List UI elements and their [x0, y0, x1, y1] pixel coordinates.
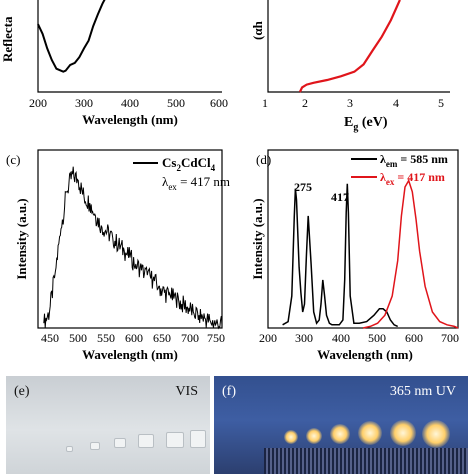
crystal-sample [190, 430, 206, 448]
panel-c-xlabel: Wavelength (nm) [82, 347, 178, 362]
panel-b-axes [267, 0, 450, 93]
panel-a-reflectance-curve [37, 0, 106, 73]
luminescent-crystal [284, 430, 298, 444]
photo-uv-light: (f) 365 nm UV [214, 376, 468, 474]
panel-d-tick-label: 300 [295, 331, 313, 345]
panel-d: (d) Intensity (a.u.) 275 417 λem = 585 n… [250, 149, 459, 362]
panel-f-letter: (f) [222, 384, 236, 399]
panel-d-legend-label-ex: λex = 417 nm [380, 170, 445, 187]
panel-b-tauc-curve [298, 0, 401, 93]
panel-a-tick-label: 200 [29, 96, 47, 110]
luminescent-crystal [330, 424, 350, 444]
luminescent-crystal [306, 428, 322, 444]
crystal-sample [90, 442, 100, 450]
panel-d-tick-label: 700 [441, 331, 459, 345]
panel-a-tick-label: 300 [75, 96, 93, 110]
crystal-sample [114, 438, 126, 448]
crystal-sample [66, 446, 73, 452]
panel-b-ylabel: (αh [250, 20, 265, 40]
panel-d-legend-label-em: λem = 585 nm [380, 152, 448, 169]
panel-c-frame [37, 149, 223, 329]
panel-c-tick-label: 650 [153, 331, 171, 345]
panel-d-ylabel: Intensity (a.u.) [250, 198, 265, 279]
panel-c-tick-label: 750 [207, 331, 225, 345]
panel-e-label: VIS [175, 384, 198, 399]
panel-d-peak-label: 417 [331, 190, 349, 204]
crystal-sample [166, 432, 184, 448]
panel-c-ylabel: Intensity (a.u.) [14, 198, 29, 279]
panel-b-xlabel: Eg (eV) [344, 115, 388, 133]
panel-c-legend-label: Cs2CdCl4 [162, 155, 216, 173]
panel-d-tick-label: 200 [259, 331, 277, 345]
panel-a-ylabel: Reflecta [0, 16, 15, 62]
panel-a-tick-label: 600 [210, 96, 228, 110]
panel-b-tick-label: 4 [393, 96, 399, 110]
panel-c-tick-label: 500 [69, 331, 87, 345]
panel-a: Reflecta 200 300 400 500 600 Wavelength … [0, 0, 228, 127]
photo-visible-light: (e) VIS [6, 376, 210, 474]
panel-c-emission-curve [43, 166, 223, 330]
panel-c-excitation-label: λex = 417 nm [162, 174, 230, 192]
panel-d-tick-label: 400 [332, 331, 350, 345]
luminescent-crystal [422, 420, 450, 448]
luminescent-crystal [358, 421, 382, 445]
panel-b: (αh 1 2 3 4 5 Eg (eV) [250, 0, 450, 133]
panel-b-tick-label: 3 [347, 96, 353, 110]
panel-d-excitation-curve [282, 183, 399, 328]
panel-d-letter: (d) [256, 152, 271, 167]
panel-c: (c) Intensity (a.u.) Cs2CdCl4 λex = 417 … [6, 149, 230, 362]
panel-c-tick-label: 550 [97, 331, 115, 345]
panel-c-tick-label: 450 [41, 331, 59, 345]
panel-b-tick-label: 5 [438, 96, 444, 110]
panel-a-tick-label: 400 [121, 96, 139, 110]
sample-holder [264, 448, 468, 474]
panel-d-tick-label: 500 [368, 331, 386, 345]
panel-a-xlabel: Wavelength (nm) [82, 112, 178, 127]
panel-b-tick-label: 1 [262, 96, 268, 110]
panel-c-letter: (c) [6, 152, 20, 167]
luminescent-crystal [390, 420, 416, 446]
panel-e-letter: (e) [14, 384, 30, 399]
panel-c-tick-label: 700 [181, 331, 199, 345]
figure-canvas: Reflecta 200 300 400 500 600 Wavelength … [0, 0, 459, 362]
panel-d-xlabel: Wavelength (nm) [317, 347, 413, 362]
panel-f-label: 365 nm UV [389, 384, 456, 399]
panel-a-ticks: 200 300 400 500 600 [29, 96, 228, 110]
panel-a-tick-label: 500 [167, 96, 185, 110]
panel-d-peak-label: 275 [294, 180, 312, 194]
panel-d-emission-curve [362, 178, 459, 329]
panel-a-axes [37, 0, 222, 93]
panel-d-tick-label: 600 [405, 331, 423, 345]
photo-strip: (e) VIS (f) 365 nm UV [0, 370, 474, 474]
panel-b-tick-label: 2 [302, 96, 308, 110]
panel-c-tick-label: 600 [125, 331, 143, 345]
crystal-sample [138, 434, 154, 448]
